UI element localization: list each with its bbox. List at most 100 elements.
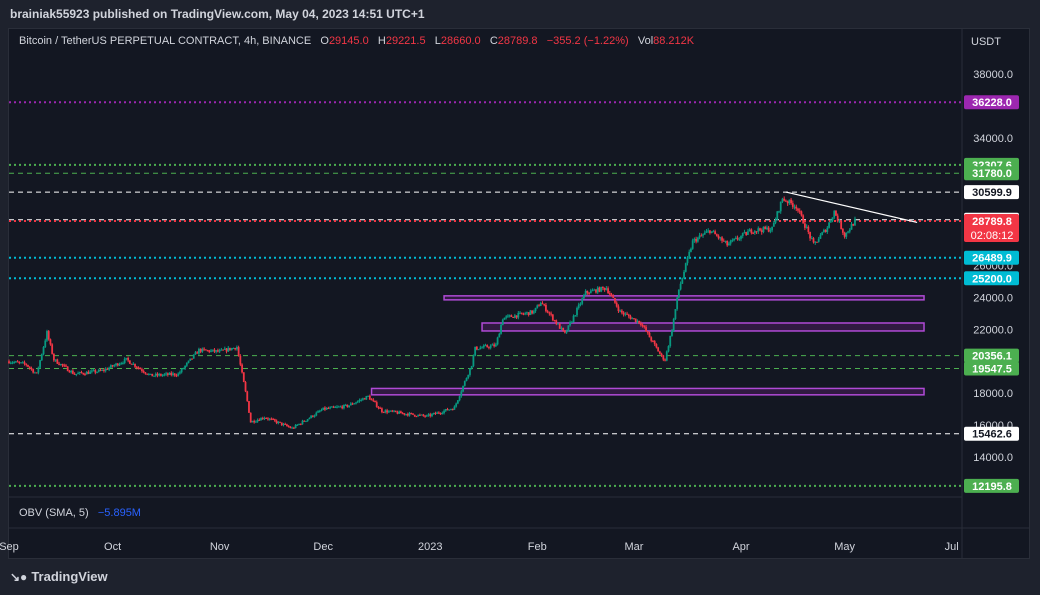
candle-body (667, 346, 670, 352)
candle-body (272, 418, 275, 420)
candle-body (99, 369, 102, 371)
candle-body (700, 235, 703, 237)
candle-body (70, 370, 73, 373)
candle-body (524, 313, 527, 315)
candle-body (543, 304, 546, 306)
candle-body (144, 372, 147, 374)
footer-brand[interactable]: ↘● TradingView (10, 569, 108, 584)
candle-body (431, 414, 433, 417)
close-label: C (489, 35, 498, 47)
candle-body (360, 399, 363, 401)
y-tick-label: 38000.0 (973, 69, 1013, 81)
indicator-name: OBV (SMA, 5) (19, 507, 89, 519)
candle-body (8, 361, 10, 364)
price-label-text: 36228.0 (972, 97, 1012, 109)
candle-body (71, 370, 74, 374)
candle-body (332, 406, 335, 408)
candle-body (343, 404, 345, 409)
candle-body (822, 229, 825, 233)
candle-body (108, 367, 111, 370)
candle-body (44, 340, 47, 348)
candle-body (598, 287, 601, 292)
candle-body (235, 347, 238, 350)
candle-body (160, 374, 162, 376)
candle-body (334, 406, 337, 408)
candle-body (747, 231, 749, 235)
candle-body (368, 395, 371, 400)
candle-body (280, 422, 283, 426)
candle-body (286, 424, 288, 427)
candle-body (643, 325, 646, 328)
candle-body (208, 350, 211, 352)
candle-body (256, 419, 259, 422)
candle-body (788, 199, 791, 204)
candle-body (593, 289, 596, 291)
candle-body (724, 240, 727, 242)
candle-body (743, 232, 746, 234)
candle-body (769, 230, 772, 232)
candle-body (498, 333, 501, 338)
x-tick-label: 2023 (418, 541, 442, 553)
candle-body (479, 347, 482, 350)
candle-body (106, 368, 109, 370)
candle-body (132, 363, 135, 365)
candle-body (484, 345, 487, 347)
candle-body (821, 232, 824, 235)
candle-body (852, 224, 855, 226)
candle-body (652, 340, 654, 342)
change-value: −355.2 (−1.22%) (546, 35, 629, 47)
candle-body (248, 401, 250, 413)
candle-body (46, 331, 48, 341)
candle-body (194, 352, 197, 355)
candle-body (203, 348, 205, 350)
candle-body (101, 370, 104, 372)
candle-body (581, 298, 584, 304)
candle-body (78, 372, 81, 374)
candle-body (505, 316, 508, 318)
candle-body (56, 359, 59, 364)
candle-body (800, 211, 803, 216)
candle-body (122, 362, 124, 364)
indicator-legend[interactable]: OBV (SMA, 5) −5.895M (19, 507, 141, 519)
candle-body (584, 290, 587, 296)
candle-body (273, 419, 276, 421)
candle-body (726, 240, 729, 246)
tradingview-logo-icon: ↘● (10, 570, 28, 584)
candle-body (170, 372, 173, 376)
candle-body (734, 237, 737, 239)
high-value: 29221.5 (385, 35, 426, 47)
candle-body (372, 399, 375, 401)
candle-body (574, 315, 577, 317)
price-label-text: 20356.1 (972, 351, 1012, 363)
candle-body (94, 370, 97, 373)
candle-body (96, 371, 98, 373)
candle-body (103, 370, 105, 372)
candle-body (398, 411, 401, 414)
candle-body (790, 199, 792, 204)
price-label-text: 25200.0 (972, 273, 1012, 285)
candle-body (279, 421, 281, 423)
candle-body (570, 322, 573, 324)
candle-body (291, 427, 294, 429)
candle-body (396, 411, 399, 414)
price-label-badge (964, 185, 1019, 200)
y-tick-label: 22000.0 (973, 324, 1013, 336)
candle-body (299, 423, 302, 425)
candle-body (798, 210, 801, 212)
candle-body (97, 369, 100, 372)
support-zone (370, 387, 925, 396)
candle-body (260, 417, 262, 421)
open-value: 29145.0 (328, 35, 369, 47)
candle-body (589, 290, 592, 294)
candle-body (365, 396, 368, 400)
candle-body (47, 331, 50, 340)
symbol-name[interactable]: Bitcoin / TetherUS PERPETUAL CONTRACT, 4… (19, 35, 312, 47)
chart-panel[interactable] (8, 28, 1030, 559)
candle-body (564, 330, 566, 333)
x-tick-label: May (834, 541, 855, 553)
candle-body (116, 363, 119, 366)
candle-body (244, 382, 247, 392)
candle-body (748, 229, 751, 232)
candle-body (489, 345, 492, 348)
